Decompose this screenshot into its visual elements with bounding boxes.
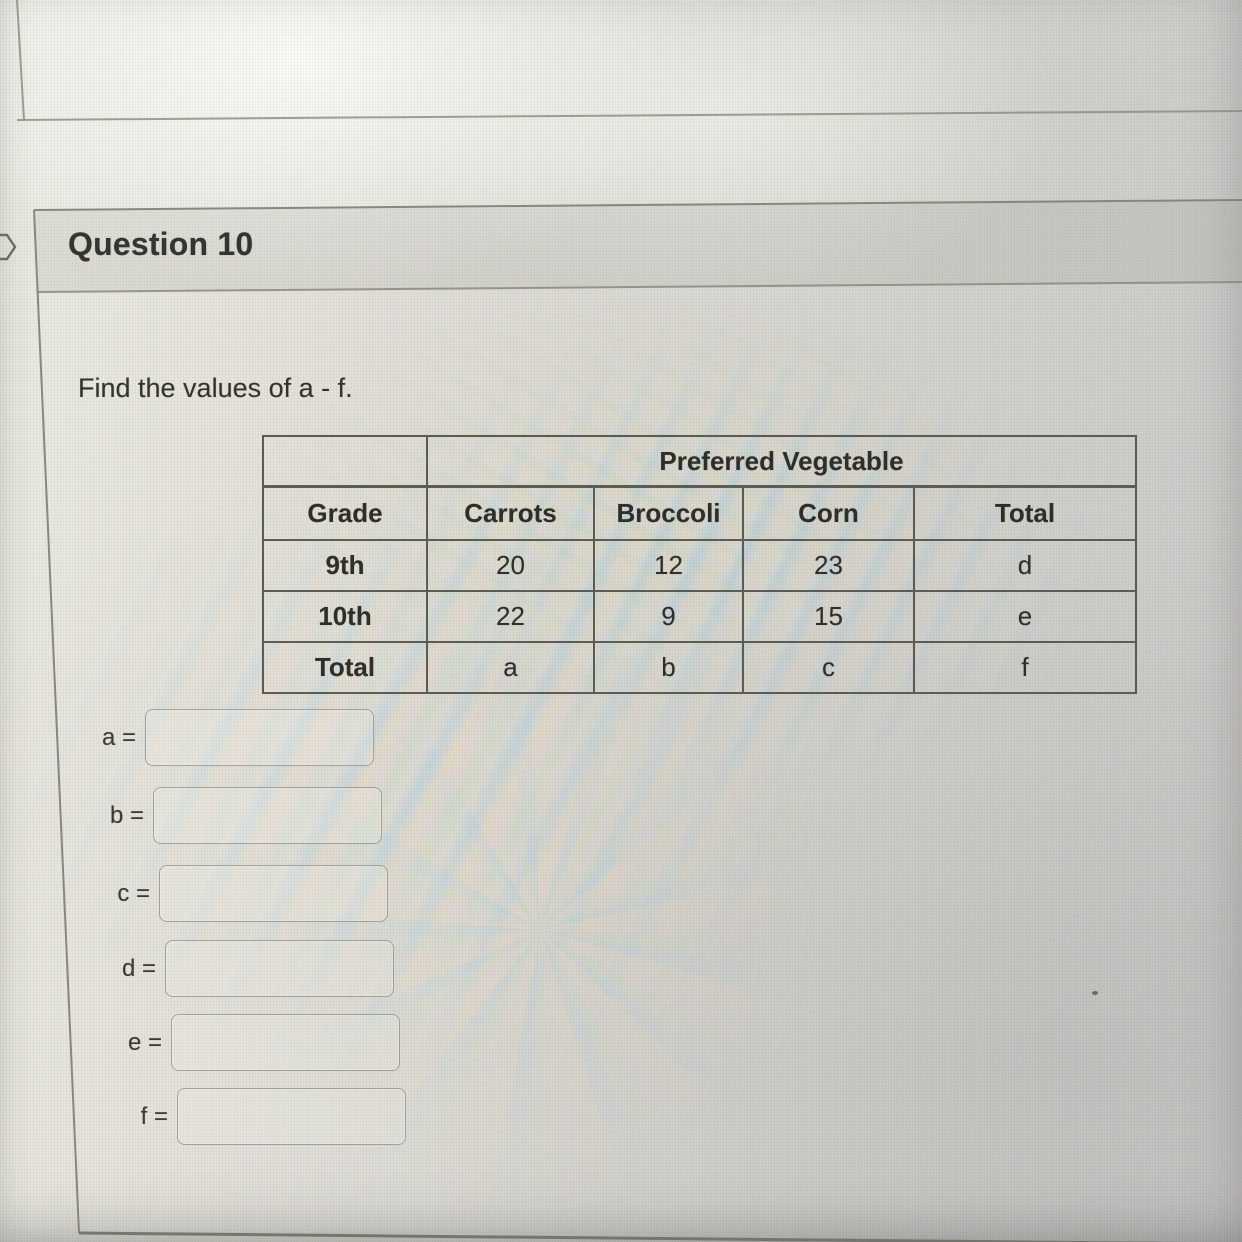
question-title: Question 10 xyxy=(68,226,254,262)
answer-input-d[interactable] xyxy=(165,940,394,997)
answer-input-a[interactable] xyxy=(145,709,374,766)
cell-9th-corn: 23 xyxy=(742,539,915,592)
row-label: 10th xyxy=(262,590,428,643)
row-label: 9th xyxy=(262,539,428,592)
cell-total-broccoli: b xyxy=(593,641,744,694)
answer-label-e: e = xyxy=(127,1028,162,1056)
row-label: Total xyxy=(262,641,428,694)
cell-9th-carrots: 20 xyxy=(426,539,595,592)
cell-10th-corn: 15 xyxy=(742,590,915,643)
cell-total-carrots: a xyxy=(426,641,595,694)
question-nav-arrow-icon xyxy=(0,233,17,261)
preferred-vegetable-table: Preferred Vegetable Grade Carrots Brocco… xyxy=(262,435,1137,694)
answer-input-b[interactable] xyxy=(153,787,382,844)
answer-row-e: e = xyxy=(122,1014,400,1071)
table-header-row: Grade Carrots Broccoli Corn Total xyxy=(262,485,1137,541)
answer-row-d: d = xyxy=(116,940,394,997)
table-row-total: Total a b c f xyxy=(262,641,1137,694)
answer-row-a: a = xyxy=(96,709,374,766)
answer-input-e[interactable] xyxy=(171,1014,400,1071)
answer-label-c: c = xyxy=(117,879,150,907)
cell-total-total: f xyxy=(913,641,1137,694)
dust-speck xyxy=(1092,991,1098,995)
col-header-grade: Grade xyxy=(262,485,428,541)
col-header-broccoli: Broccoli xyxy=(593,485,744,541)
cell-9th-broccoli: 12 xyxy=(593,539,744,592)
col-header-corn: Corn xyxy=(742,485,915,541)
col-header-carrots: Carrots xyxy=(426,485,595,541)
cell-10th-carrots: 22 xyxy=(426,590,595,643)
cell-10th-total: e xyxy=(913,590,1137,643)
cell-total-corn: c xyxy=(742,641,915,694)
table-empty-cell xyxy=(262,435,428,488)
answer-label-a: a = xyxy=(101,723,136,751)
table-row-9th: 9th 20 12 23 d xyxy=(262,539,1137,592)
cell-10th-broccoli: 9 xyxy=(593,590,744,643)
cell-9th-total: d xyxy=(913,539,1137,592)
col-header-total: Total xyxy=(913,485,1137,541)
table-caption-row: Preferred Vegetable xyxy=(262,435,1137,488)
answer-input-f[interactable] xyxy=(177,1088,406,1145)
answer-row-b: b = xyxy=(104,787,382,844)
answer-row-f: f = xyxy=(128,1088,406,1145)
answer-label-b: b = xyxy=(109,801,144,829)
question-prompt: Find the values of a - f. xyxy=(78,373,353,403)
answer-input-c[interactable] xyxy=(159,865,388,922)
table-row-10th: 10th 22 9 15 e xyxy=(262,590,1137,643)
answer-label-f: f = xyxy=(140,1102,168,1130)
answer-label-d: d = xyxy=(121,954,156,982)
table-caption: Preferred Vegetable xyxy=(426,435,1137,488)
answer-row-c: c = xyxy=(110,865,388,922)
